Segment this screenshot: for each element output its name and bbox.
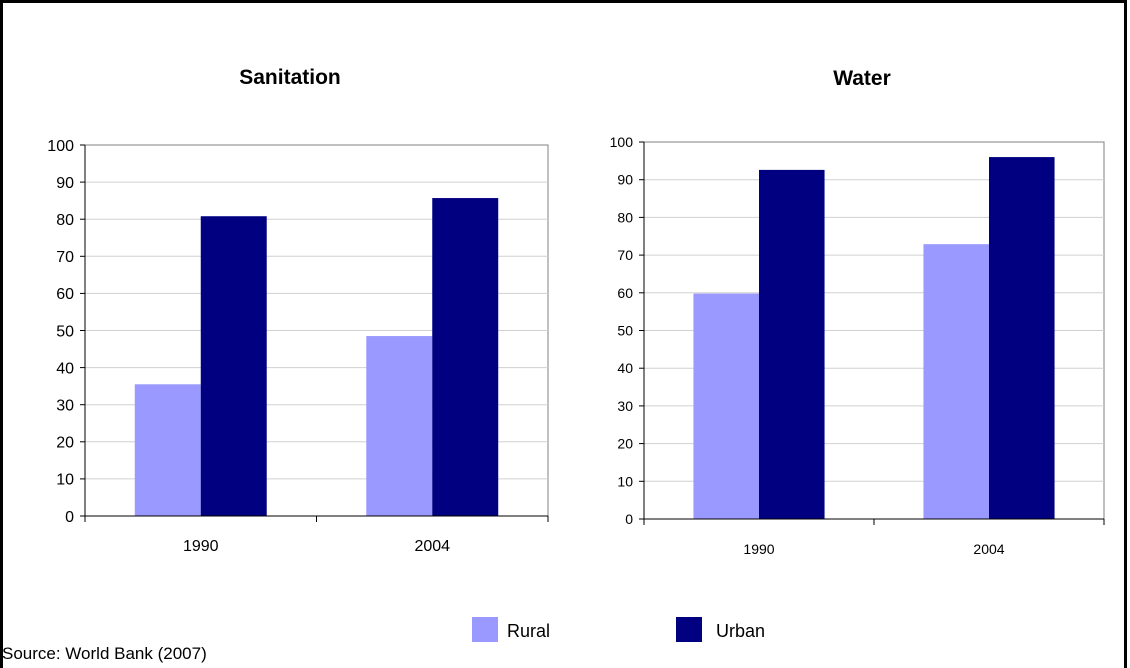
legend-swatch-urban [676,617,702,642]
chart-1-y-tick-label: 80 [56,212,74,229]
chart-1-title: Sanitation [239,66,341,89]
chart-2-y-tick-label: 80 [617,209,633,225]
legend-label-urban: Urban [716,621,765,641]
chart-1-y-tick-label: 90 [56,175,74,192]
chart-2-y-tick-label: 70 [617,247,633,263]
chart-1-y-tick-label: 50 [56,323,74,340]
chart-1-x-tick-label: 1990 [183,538,219,555]
chart-2-y-tick-label: 50 [617,323,633,339]
chart-1-bar-rural [134,384,201,516]
chart-2-x-tick-label: 2004 [973,541,1004,557]
chart-2-y-tick-label: 30 [617,398,633,414]
chart-2-y-tick-label: 10 [617,473,633,489]
chart-2-bar-rural [693,293,759,519]
chart-1-y-tick-label: 100 [47,138,74,155]
chart-1-y-tick-label: 60 [56,286,74,303]
chart-1-x-tick-label: 2004 [414,538,450,555]
chart-2-title: Water [833,67,891,90]
chart-2-bar-urban [989,157,1055,519]
chart-1-y-tick-label: 20 [56,435,74,452]
chart-2-y-tick-label: 60 [617,285,633,301]
chart-2-y-tick-label: 40 [617,360,633,376]
chart-1-y-tick-label: 70 [56,249,74,266]
chart-1-y-tick-label: 40 [56,360,74,377]
chart-1-y-tick-label: 10 [56,472,74,489]
chart-2-y-tick-label: 0 [625,511,633,527]
source-note: Source: World Bank (2007) [2,644,207,663]
chart-2-y-tick-label: 100 [610,134,634,150]
chart-2-y-tick-label: 20 [617,436,633,452]
chart-1-bar-urban [432,198,499,517]
chart-2-bar-rural [923,244,989,520]
chart-2-x-tick-label: 1990 [743,541,774,557]
chart-1-bar-rural [366,336,433,516]
chart-2-bar-urban [759,169,825,519]
chart-2-y-tick-label: 90 [617,172,633,188]
chart-1-y-tick-label: 0 [65,509,74,526]
chart-1-y-tick-label: 30 [56,397,74,414]
chart-1-bar-urban [200,216,267,516]
legend-label-rural: Rural [507,621,550,641]
legend-swatch-rural [472,617,498,642]
